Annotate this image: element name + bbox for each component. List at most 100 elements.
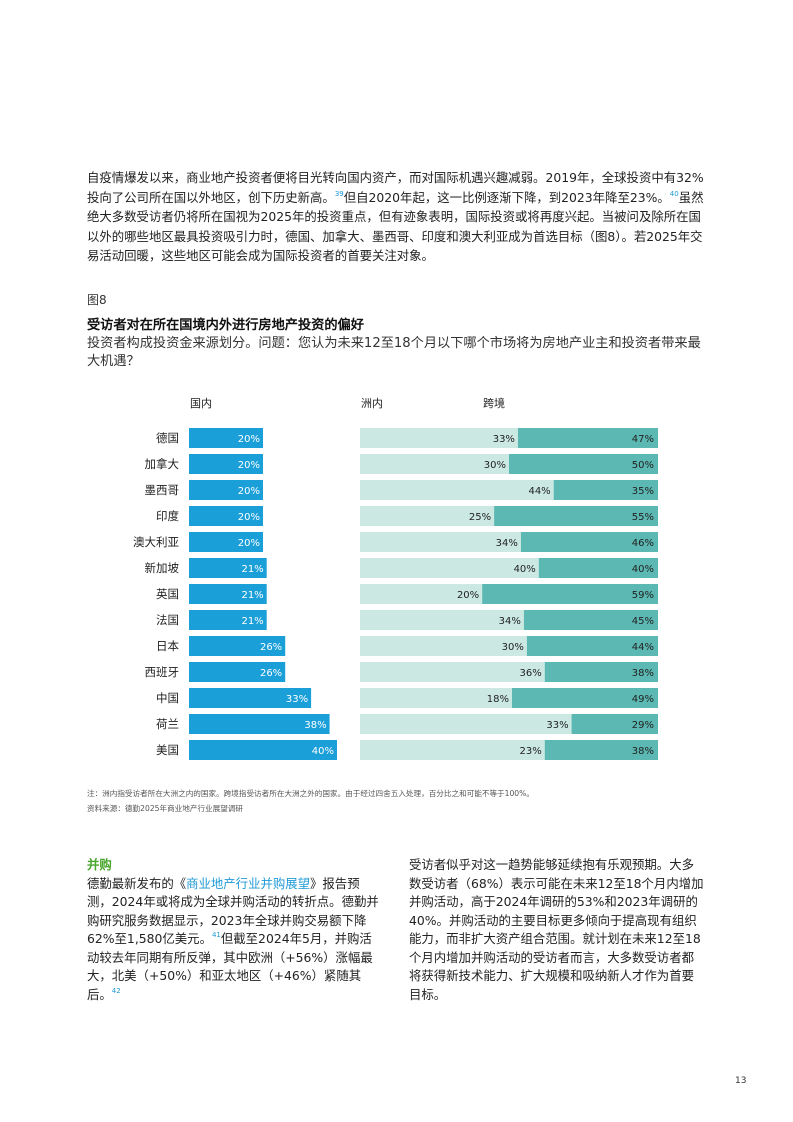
domestic-value-label: 33% <box>286 694 308 705</box>
domestic-value-label: 40% <box>312 746 334 757</box>
intra-continent-value-label: 36% <box>520 668 542 679</box>
cross-border-bar <box>538 558 658 578</box>
cross-border-bar <box>544 740 658 760</box>
intra-continent-value-label: 23% <box>520 746 542 757</box>
domestic-value-label: 20% <box>238 460 260 471</box>
footnote-ref-41[interactable]: 41 <box>211 931 221 939</box>
category-label: 加拿大 <box>145 457 180 471</box>
cross-border-value-label: 50% <box>632 460 654 471</box>
cross-border-value-label: 38% <box>632 668 654 679</box>
intra-continent-value-label: 34% <box>496 538 518 549</box>
domestic-bar <box>189 584 267 604</box>
domestic-bar <box>189 688 312 708</box>
figure-title: 受访者对在所在国境内外进行房地产投资的偏好 <box>87 318 364 333</box>
domestic-value-label: 26% <box>260 668 282 679</box>
cross-border-value-label: 40% <box>632 564 654 575</box>
domestic-value-label: 20% <box>238 538 260 549</box>
intra-continent-bar <box>360 610 524 630</box>
domestic-value-label: 20% <box>238 512 260 523</box>
cross-border-value-label: 35% <box>632 486 654 497</box>
category-label: 中国 <box>156 691 179 705</box>
intro-text-3: 虽然绝大多数受访者仍将所在国视为2025年的投资重点，但有迹象表明，国际投资或将… <box>87 189 704 264</box>
domestic-bar <box>189 428 263 448</box>
intra-continent-value-label: 33% <box>546 720 568 731</box>
intra-continent-bar <box>360 636 527 656</box>
cross-border-value-label: 55% <box>632 512 654 523</box>
ma-outlook-link[interactable]: 商业地产行业并购展望 <box>186 875 311 891</box>
domestic-bar <box>189 506 263 526</box>
category-label: 日本 <box>156 639 179 653</box>
domestic-value-label: 20% <box>238 434 260 445</box>
category-label: 法国 <box>156 613 179 627</box>
intra-continent-value-label: 30% <box>502 642 524 653</box>
intra-continent-value-label: 40% <box>514 564 536 575</box>
intra-continent-value-label: 33% <box>493 434 515 445</box>
cross-border-value-label: 44% <box>632 642 654 653</box>
domestic-bar <box>189 480 263 500</box>
cross-border-bar <box>494 506 658 526</box>
cross-border-value-label: 46% <box>632 538 654 549</box>
category-label: 墨西哥 <box>145 483 180 497</box>
domestic-bar <box>189 532 263 552</box>
cross-border-bar <box>509 454 658 474</box>
category-label: 德国 <box>156 431 179 445</box>
intra-continent-bar <box>360 506 495 526</box>
intra-continent-bar <box>360 480 554 500</box>
category-label: 英国 <box>156 587 179 601</box>
footnote-ref-39[interactable]: 39 <box>334 189 344 198</box>
domestic-bar <box>189 740 337 760</box>
cross-border-value-label: 47% <box>632 434 654 445</box>
intra-continent-bar <box>360 662 545 682</box>
ma-right-column: 受访者似乎对这一趋势能够延续抱有乐观预期。大多数受访者（68%）表示可能在未来1… <box>409 856 704 1004</box>
cross-border-value-label: 49% <box>632 694 654 705</box>
ma-left-column: 并购 德勤最新发布的《商业地产行业并购展望》报告预测，2024年或将成为全球并购… <box>87 856 382 1004</box>
intra-continent-bar <box>360 740 545 760</box>
ma-text-3: 但截至2024年5月，并购活动较去年同期有所反弹，其中欧洲（+56%）涨幅最大，… <box>87 931 373 1002</box>
intra-continent-value-label: 44% <box>528 486 550 497</box>
cross-border-value-label: 38% <box>632 746 654 757</box>
category-label: 新加坡 <box>145 561 180 575</box>
domestic-value-label: 20% <box>238 486 260 497</box>
intra-continent-bar <box>360 428 518 448</box>
column-header-cross-border: 跨境 <box>483 397 505 410</box>
figure-note: 注：洲内指受访者所在大洲之内的国家。跨境指受访者所在大洲之外的国家。由于经过四舍… <box>87 789 534 798</box>
domestic-bar <box>189 636 286 656</box>
ma-text-1: 德勤最新发布的《 <box>87 875 187 891</box>
cross-border-bar <box>523 610 658 630</box>
column-header-intra-continent: 洲内 <box>361 397 383 410</box>
domestic-value-label: 38% <box>304 720 326 731</box>
intra-continent-value-label: 25% <box>469 512 491 523</box>
cross-border-value-label: 59% <box>632 590 654 601</box>
ma-text-2: 》报告预测，2024年或将成为全球并购活动的转折点。德勤并购研究服务数据显示，2… <box>87 875 379 947</box>
category-label: 荷兰 <box>156 717 179 731</box>
domestic-value-label: 26% <box>260 642 282 653</box>
intra-continent-bar <box>360 584 483 604</box>
cross-border-bar <box>482 584 658 604</box>
ma-right-text: 受访者似乎对这一趋势能够延续抱有乐观预期。大多数受访者（68%）表示可能在未来1… <box>409 857 704 1002</box>
footnote-ref-42[interactable]: 42 <box>111 986 121 995</box>
figure-label: 图8 <box>87 293 107 307</box>
domestic-bar <box>189 714 330 734</box>
intra-continent-bar <box>360 532 521 552</box>
figure-source: 资料来源：德勤2025年商业地产行业展望调研 <box>87 804 244 813</box>
intro-text-1: 自疫情爆发以来，商业地产投资者便将目光转向国内资产，而对国际机遇兴趣减弱。201… <box>87 170 704 205</box>
domestic-bar <box>189 454 263 474</box>
figure-notes: 注：洲内指受访者所在大洲之内的国家。跨境指受访者所在大洲之外的国家。由于经过四舍… <box>87 786 727 816</box>
page-number: 13 <box>735 1076 747 1086</box>
intro-text-2: 但自2020年起，这一比例逐渐下降，到2023年降至23%。 <box>343 189 670 205</box>
domestic-value-label: 21% <box>241 590 263 601</box>
category-label: 西班牙 <box>145 665 180 679</box>
cross-border-bar <box>517 428 658 448</box>
intra-continent-value-label: 30% <box>484 460 506 471</box>
category-label: 美国 <box>156 743 179 757</box>
cross-border-value-label: 45% <box>632 616 654 627</box>
cross-border-bar <box>571 714 658 734</box>
intra-continent-bar <box>360 454 509 474</box>
cross-border-bar <box>544 662 658 682</box>
intra-continent-bar <box>360 688 512 708</box>
intra-continent-bar <box>360 558 539 578</box>
cross-border-bar <box>520 532 658 552</box>
domestic-bar <box>189 610 267 630</box>
footnote-ref-40[interactable]: 40 <box>669 189 679 198</box>
